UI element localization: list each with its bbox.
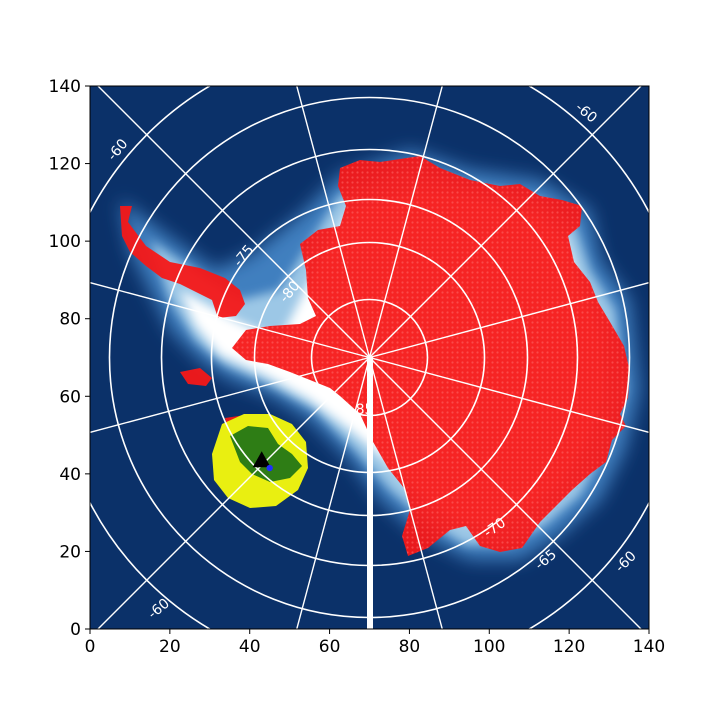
- green-region: [230, 426, 302, 482]
- y-tick-label: 60: [59, 387, 81, 407]
- green-region-blob: [230, 426, 302, 482]
- meridian-line: [97, 357, 370, 629]
- x-axis: 0 20 40 60 80 100 120 140: [85, 629, 665, 657]
- meridian-line: [369, 356, 649, 434]
- y-axis: 0 20 40 60 80 100 120 140: [49, 77, 90, 640]
- meridian-line: [368, 357, 443, 629]
- white-meridian-bar: [367, 357, 373, 629]
- x-tick-label: 140: [633, 637, 665, 657]
- y-tick-label: 100: [49, 232, 81, 252]
- latitude-label: -85: [351, 402, 374, 418]
- y-tick-label: 0: [70, 620, 81, 640]
- x-tick-label: 20: [159, 637, 181, 657]
- x-tick-label: 40: [239, 637, 261, 657]
- meridian-line: [296, 86, 371, 358]
- x-tick-label: 60: [319, 637, 341, 657]
- y-tick-label: 120: [49, 155, 81, 175]
- y-tick-label: 80: [59, 310, 81, 330]
- red-region-peninsula: [120, 206, 245, 318]
- y-tick-label: 20: [59, 542, 81, 562]
- triangle-icon: [252, 451, 271, 468]
- meridian-line: [296, 357, 371, 629]
- plot-frame: [89, 85, 650, 630]
- meridian-line: [90, 281, 370, 359]
- meridian-line: [90, 356, 370, 434]
- meridian-line: [97, 86, 370, 358]
- x-tick-label: 120: [553, 637, 585, 657]
- meridian-line: [369, 357, 642, 629]
- meridian-line: [369, 86, 642, 358]
- red-region-island: [180, 368, 212, 386]
- y-tick-label: 140: [49, 77, 81, 97]
- x-tick-label: 80: [399, 637, 421, 657]
- x-tick-label: 0: [85, 637, 96, 657]
- x-tick-label: 100: [473, 637, 505, 657]
- meridian-line: [368, 86, 443, 358]
- y-tick-label: 40: [59, 465, 81, 485]
- meridian-line: [369, 281, 649, 359]
- dot-icon: [266, 464, 273, 472]
